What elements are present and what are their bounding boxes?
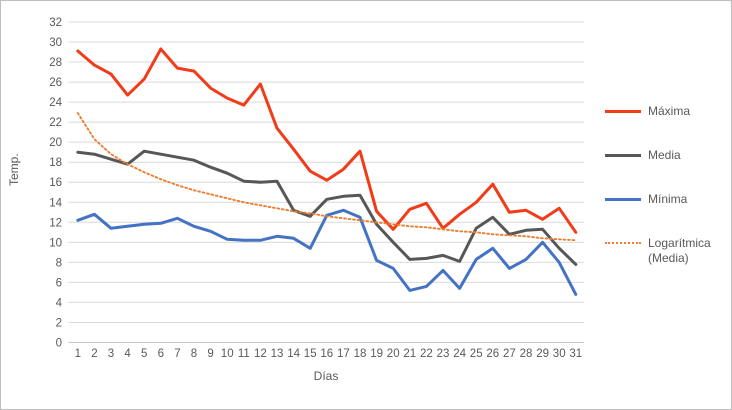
x-tick-label: 13: [271, 348, 284, 360]
legend-swatch: [605, 242, 641, 244]
x-tick-label: 11: [238, 348, 250, 360]
x-tick-label: 3: [108, 348, 114, 360]
x-tick-label: 7: [174, 348, 180, 360]
legend-swatch: [605, 198, 641, 201]
x-tick-label: 21: [403, 348, 416, 360]
x-tick-label: 22: [420, 348, 433, 360]
series-line-logar-tmica-media-: [76, 112, 577, 242]
x-tick-label: 26: [486, 348, 499, 360]
legend-item-m-xima: Máxima: [605, 104, 690, 119]
series-line-media: [76, 149, 578, 266]
x-tick-label: 16: [320, 348, 333, 360]
x-tick-label: 14: [287, 348, 300, 360]
x-tick-label: 18: [354, 348, 367, 360]
legend-item-logar-tmica-media-: Logarítmica (Media): [605, 236, 726, 266]
x-tick-label: 27: [503, 348, 516, 360]
y-axis-title: Temp.: [7, 153, 21, 186]
x-tick-label: 30: [553, 348, 566, 360]
x-tick-label: 8: [191, 348, 197, 360]
legend-swatch: [605, 154, 641, 157]
y-tick-label: 0: [56, 338, 62, 350]
x-tick-label: 31: [569, 348, 582, 360]
y-tick-label: 2: [56, 317, 62, 329]
x-tick-label: 24: [453, 348, 466, 360]
x-tick-label: 23: [437, 348, 450, 360]
y-tick-label: 8: [56, 257, 62, 269]
y-tick-label: 16: [49, 177, 62, 189]
series-line-m-nima: [76, 208, 578, 296]
y-tick-label: 24: [49, 97, 62, 109]
x-tick-label: 19: [370, 348, 383, 360]
y-tick-label: 10: [49, 237, 62, 249]
y-tick-label: 26: [49, 77, 62, 89]
x-tick-label: 5: [141, 348, 147, 360]
x-tick-label: 29: [536, 348, 549, 360]
y-tick-label: 12: [49, 217, 62, 229]
y-tick-label: 22: [49, 117, 62, 129]
y-tick-label: 6: [56, 277, 62, 289]
y-tick-label: 18: [49, 157, 62, 169]
x-tick-label: 25: [470, 348, 483, 360]
x-tick-label: 9: [207, 348, 213, 360]
legend-swatch: [605, 110, 641, 113]
y-tick-label: 32: [49, 17, 62, 29]
x-tick-label: 17: [337, 348, 350, 360]
legend-label: Logarítmica (Media): [648, 236, 711, 265]
y-tick-label: 4: [56, 297, 63, 309]
y-tick-label: 14: [49, 197, 62, 209]
x-tick-label: 2: [91, 348, 97, 360]
y-tick-label: 28: [49, 57, 62, 69]
series-line-m-xima: [76, 47, 578, 234]
legend-label: Media: [648, 148, 681, 162]
x-tick-label: 28: [520, 348, 533, 360]
legend-label: Mínima: [648, 192, 688, 206]
x-tick-label: 4: [124, 348, 131, 360]
x-axis-title: Días: [313, 369, 339, 383]
x-tick-label: 6: [158, 348, 164, 360]
x-tick-label: 20: [387, 348, 400, 360]
x-tick-label: 1: [75, 348, 81, 360]
x-tick-label: 15: [304, 348, 317, 360]
x-tick-label: 10: [221, 348, 234, 360]
legend-label: Máxima: [648, 104, 691, 118]
y-tick-label: 20: [49, 137, 62, 149]
legend-item-media: Media: [605, 148, 681, 163]
legend-item-m-nima: Mínima: [605, 192, 687, 207]
x-tick-label: 12: [254, 348, 267, 360]
y-tick-label: 30: [49, 37, 62, 49]
